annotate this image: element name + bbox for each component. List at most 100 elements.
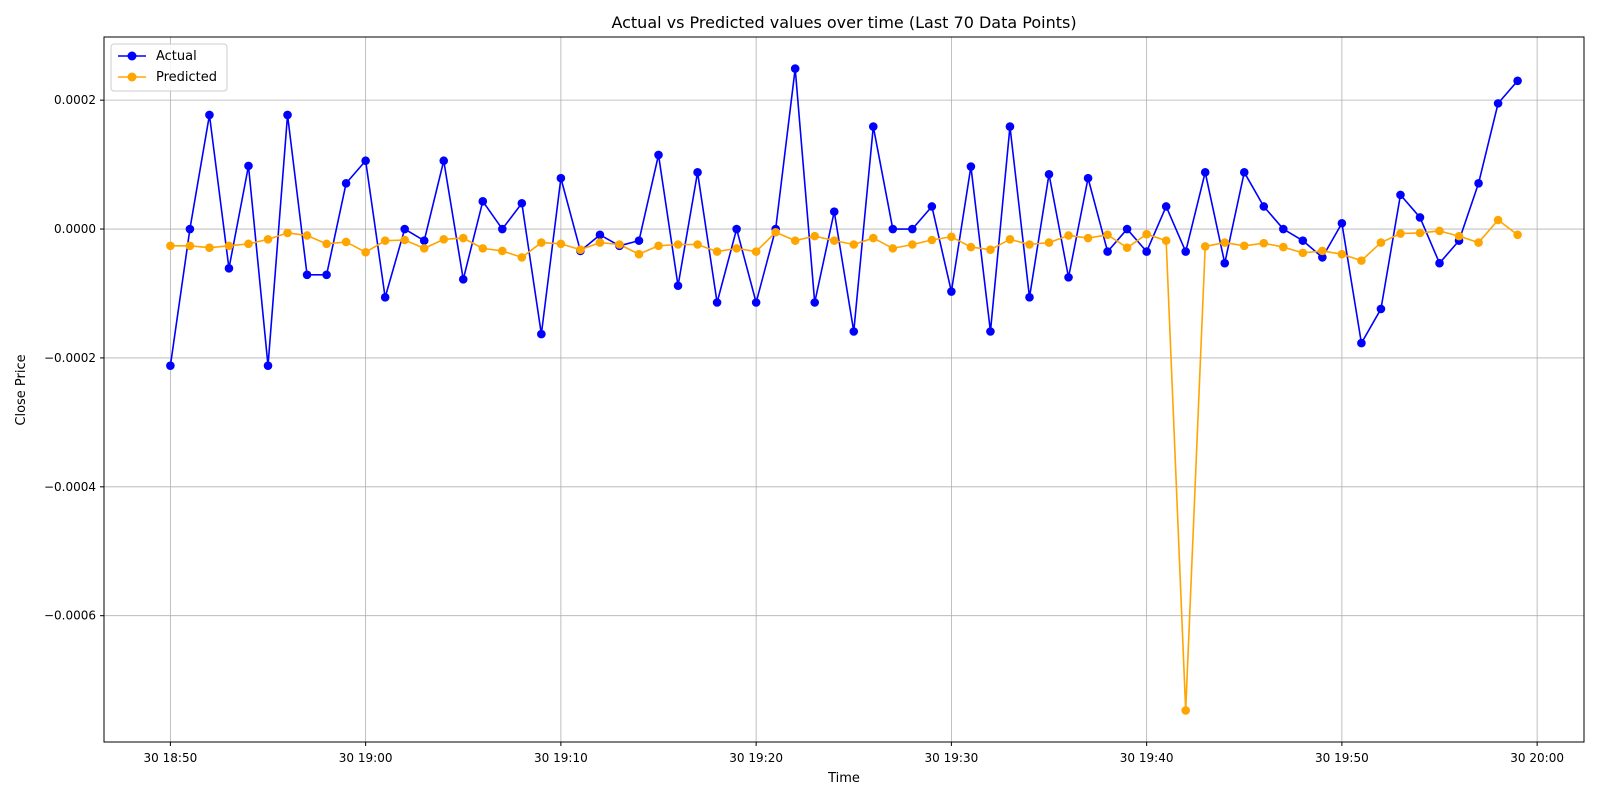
actual-point bbox=[419, 236, 429, 245]
actual-point bbox=[732, 224, 741, 234]
actual-point bbox=[673, 281, 683, 291]
actual-point bbox=[1396, 190, 1405, 200]
predicted-point bbox=[400, 235, 409, 245]
actual-point bbox=[1200, 168, 1210, 177]
actual-point bbox=[712, 298, 722, 307]
predicted-point bbox=[537, 238, 546, 247]
actual-point bbox=[1025, 293, 1034, 302]
predicted-point bbox=[1103, 230, 1112, 240]
x-tick-label: 30 19:00 bbox=[339, 751, 393, 765]
predicted-point bbox=[1044, 238, 1054, 247]
predicted-point bbox=[517, 253, 527, 262]
predicted-point bbox=[244, 239, 253, 249]
grid-lines bbox=[104, 37, 1584, 742]
predicted-point bbox=[556, 239, 566, 249]
predicted-point bbox=[673, 240, 683, 249]
predicted-point bbox=[1161, 236, 1171, 245]
actual-point bbox=[263, 361, 273, 370]
actual-point bbox=[224, 264, 234, 273]
actual-point bbox=[947, 287, 956, 296]
legend-predicted-marker bbox=[127, 72, 137, 82]
predicted-point bbox=[1298, 248, 1308, 258]
predicted-point bbox=[849, 240, 859, 249]
predicted-point bbox=[712, 247, 722, 256]
predicted-point bbox=[439, 235, 449, 244]
predicted-point bbox=[1435, 226, 1444, 236]
actual-point bbox=[634, 236, 644, 245]
legend-actual-marker bbox=[127, 51, 137, 61]
actual-point bbox=[829, 207, 839, 216]
actual-point bbox=[1064, 273, 1073, 282]
actual-point bbox=[1142, 247, 1151, 256]
predicted-point bbox=[1259, 238, 1269, 248]
actual-point bbox=[537, 329, 546, 339]
predicted-point bbox=[1337, 249, 1347, 259]
predicted-point bbox=[654, 241, 663, 251]
actual-point bbox=[751, 298, 761, 307]
predicted-point bbox=[1318, 246, 1327, 256]
legend: Actual Predicted bbox=[110, 43, 228, 92]
actual-point bbox=[1239, 168, 1249, 177]
predicted-point bbox=[1005, 235, 1015, 244]
actual-point bbox=[595, 230, 605, 240]
predicted-point bbox=[1122, 243, 1132, 253]
predicted-point bbox=[302, 231, 312, 240]
actual-point bbox=[458, 275, 468, 284]
actual-point bbox=[361, 156, 370, 166]
predicted-point bbox=[751, 247, 761, 256]
actual-point bbox=[1357, 338, 1366, 348]
actual-point bbox=[439, 156, 449, 166]
actual-point bbox=[498, 224, 507, 234]
chart-title: Actual vs Predicted values over time (La… bbox=[611, 13, 1076, 32]
predicted-point bbox=[361, 247, 370, 257]
predicted-point bbox=[615, 240, 624, 249]
y-tick-label: 0.0002 bbox=[54, 93, 96, 107]
predicted-point bbox=[1200, 242, 1210, 251]
actual-point bbox=[966, 162, 976, 171]
y-tick-label: −0.0006 bbox=[44, 609, 96, 623]
series-layer bbox=[166, 64, 1522, 715]
predicted-point bbox=[283, 228, 292, 238]
actual-point bbox=[1044, 169, 1054, 179]
actual-point bbox=[1513, 76, 1522, 86]
actual-point bbox=[693, 168, 702, 177]
actual-point bbox=[868, 122, 878, 131]
actual-point bbox=[1493, 99, 1503, 108]
actual-point bbox=[654, 150, 663, 160]
predicted-point bbox=[966, 242, 976, 252]
actual-point bbox=[283, 110, 292, 120]
predicted-point bbox=[986, 245, 995, 254]
y-tick-label: 0.0000 bbox=[54, 222, 96, 236]
actual-point bbox=[790, 64, 800, 73]
actual-point bbox=[185, 224, 195, 234]
predicted-point bbox=[1181, 706, 1190, 715]
y-axis-ticks: −0.0006 −0.0004 −0.0002 0.0000 0.0002 bbox=[44, 93, 104, 623]
predicted-point bbox=[927, 235, 937, 245]
actual-point bbox=[1083, 173, 1093, 183]
predicted-point bbox=[790, 236, 800, 245]
actual-point bbox=[1415, 213, 1425, 222]
actual-point bbox=[1103, 247, 1112, 256]
predicted-point bbox=[205, 243, 214, 253]
predicted-point bbox=[1064, 231, 1073, 240]
predicted-point bbox=[380, 236, 390, 245]
predicted-point bbox=[458, 233, 468, 243]
actual-point bbox=[849, 327, 859, 336]
predicted-point bbox=[1493, 215, 1503, 225]
predicted-point bbox=[1376, 238, 1386, 247]
y-tick-label: −0.0004 bbox=[44, 480, 96, 494]
legend-predicted-label: Predicted bbox=[156, 70, 217, 85]
predicted-point bbox=[1474, 238, 1483, 247]
x-axis-ticks: 30 18:50 30 19:00 30 19:10 30 19:20 30 19:30… bbox=[144, 742, 1564, 765]
actual-point bbox=[380, 293, 390, 302]
predicted-point bbox=[498, 246, 507, 256]
actual-point bbox=[302, 270, 312, 280]
predicted-point bbox=[166, 241, 175, 251]
actual-point bbox=[1376, 304, 1386, 314]
predicted-point bbox=[732, 244, 741, 253]
predicted-point bbox=[888, 244, 898, 253]
x-tick-label: 30 19:30 bbox=[925, 751, 979, 765]
predicted-series-line bbox=[170, 219, 1519, 712]
predicted-point bbox=[1220, 238, 1230, 247]
